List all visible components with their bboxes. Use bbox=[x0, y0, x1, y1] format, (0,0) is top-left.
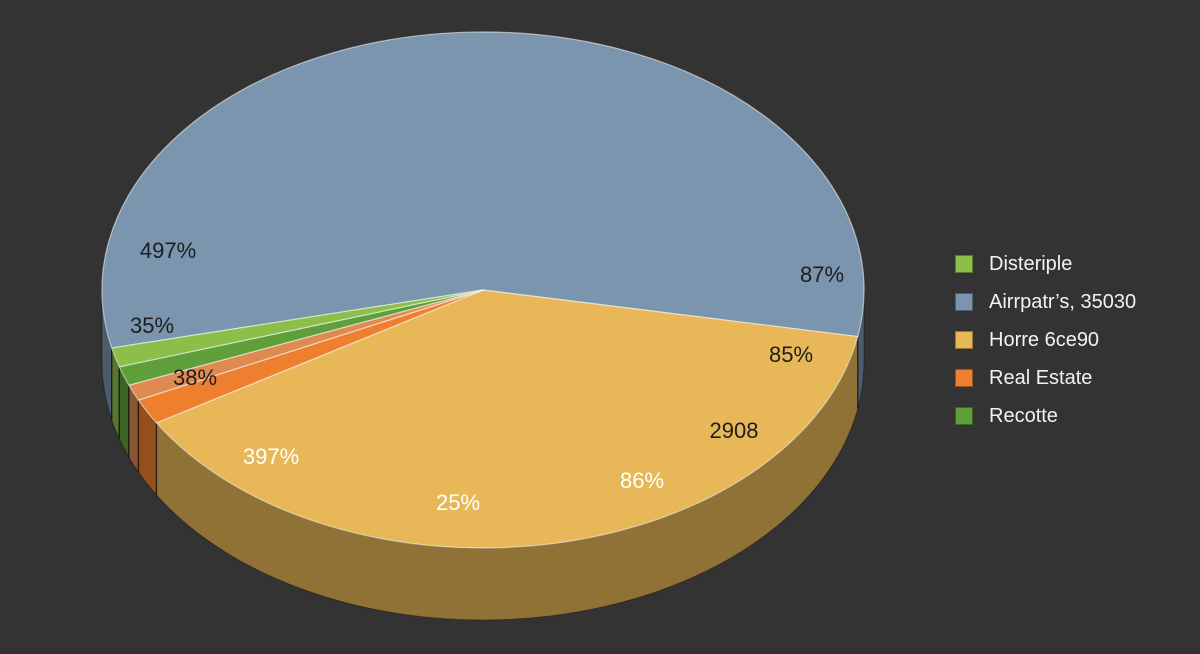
pie-top-faces bbox=[101, 31, 865, 549]
legend-swatch bbox=[955, 407, 973, 425]
legend-item: Recotte bbox=[955, 397, 1185, 435]
pie-slice bbox=[101, 31, 865, 349]
legend-item: Disteriple bbox=[955, 245, 1185, 283]
legend-swatch bbox=[955, 369, 973, 387]
legend-item: Horre 6ce90 bbox=[955, 321, 1185, 359]
pie-slice bbox=[155, 289, 859, 549]
pie-slice bbox=[111, 289, 484, 368]
legend-item: Airrpatr’s, 35030 bbox=[955, 283, 1185, 321]
legend-label: Recotte bbox=[989, 404, 1058, 427]
legend-swatch bbox=[955, 255, 973, 273]
legend-label: Horre 6ce90 bbox=[989, 328, 1100, 351]
legend-swatch bbox=[955, 331, 973, 349]
legend-swatch bbox=[955, 293, 973, 311]
legend-item: Real Estate bbox=[955, 359, 1185, 397]
legend-label: Real Estate bbox=[989, 366, 1093, 389]
pie-side-walls bbox=[101, 289, 865, 621]
legend-label: Airrpatr’s, 35030 bbox=[989, 290, 1137, 313]
chart-legend: Disteriple Airrpatr’s, 35030 Horre 6ce90… bbox=[955, 245, 1185, 435]
legend-label: Disteriple bbox=[989, 252, 1073, 275]
